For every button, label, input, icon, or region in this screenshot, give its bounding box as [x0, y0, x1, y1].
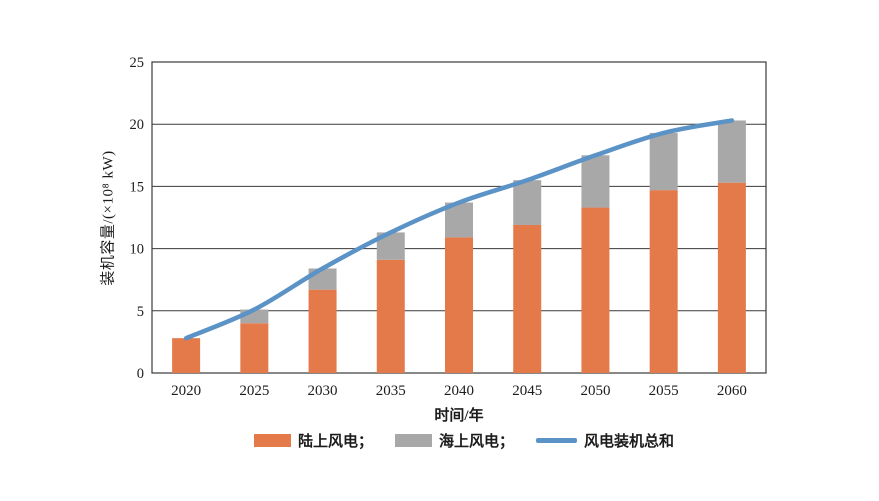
x-tick-label: 2025 [239, 383, 269, 399]
y-tick-label: 0 [137, 366, 144, 382]
y-tick-label: 15 [130, 179, 145, 195]
legend-item-onshore: 陆上风电； [254, 430, 373, 451]
x-axis-title: 时间/年 [434, 408, 484, 424]
legend-item-offshore: 海上风电； [395, 430, 514, 451]
y-tick-label: 25 [130, 55, 145, 71]
x-tick-label: 2055 [649, 383, 679, 399]
y-tick-label: 5 [137, 304, 144, 320]
x-tick-label: 2020 [171, 383, 201, 399]
bar-segment-onshore [649, 190, 678, 373]
bar-segment-onshore [308, 289, 337, 373]
x-tick-label: 2060 [717, 383, 747, 399]
legend-label-total: 风电装机总和 [584, 434, 675, 450]
y-tick-label: 10 [130, 242, 145, 258]
x-tick-label: 2050 [580, 383, 610, 399]
legend-item-total: 风电装机总和 [536, 430, 674, 451]
bar-segment-onshore [172, 338, 201, 373]
legend-label-onshore: 陆上风电； [298, 434, 374, 450]
y-tick-label: 20 [130, 117, 145, 133]
x-tick-label: 2030 [308, 383, 338, 399]
bar-segment-onshore [240, 323, 269, 373]
bar-segment-onshore [376, 259, 405, 373]
bar-segment-onshore [445, 237, 473, 373]
y-axis-title: 装机容量/(×10⁸ kW) [100, 150, 117, 286]
offshore-wind-swatch-icon [395, 434, 433, 447]
chart-legend: 陆上风电； 海上风电； 风电装机总和 [254, 430, 674, 451]
bar-segment-offshore [581, 155, 610, 208]
x-tick-label: 2045 [512, 383, 542, 399]
legend-label-offshore: 海上风电； [439, 434, 515, 450]
onshore-wind-swatch-icon [254, 434, 291, 447]
x-tick-label: 2035 [376, 383, 406, 399]
total-capacity-line [183, 118, 735, 341]
bar-segment-onshore [581, 207, 610, 373]
total-line-swatch-icon [536, 438, 578, 443]
x-tick-label: 2040 [444, 383, 474, 399]
bar-segment-onshore [717, 182, 746, 373]
bar-segment-onshore [513, 224, 542, 373]
bar-segment-offshore [717, 120, 746, 183]
bar-segment-offshore [649, 132, 678, 191]
bar-segment-offshore [513, 180, 542, 225]
